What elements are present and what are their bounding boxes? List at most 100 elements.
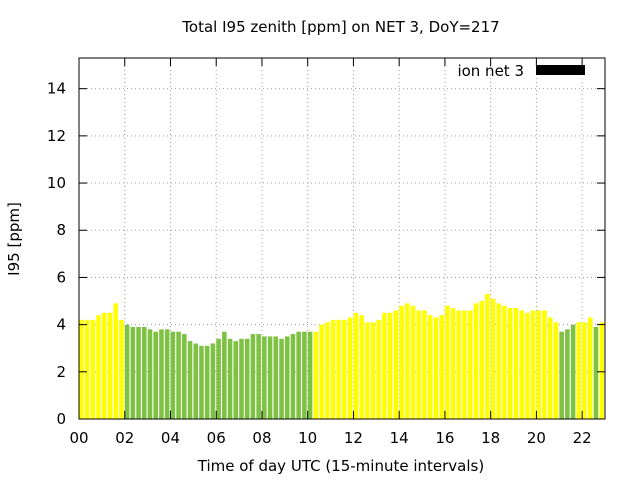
bar (427, 315, 433, 419)
bar (593, 326, 599, 419)
x-tick-label: 06 (207, 429, 226, 447)
bar (467, 310, 473, 419)
bar (536, 310, 542, 419)
bar (244, 338, 250, 419)
bar (353, 312, 359, 419)
bar (222, 331, 227, 419)
bar (382, 312, 387, 419)
bar (490, 298, 496, 419)
bar (485, 293, 490, 419)
legend: ion net 3 (457, 62, 585, 80)
chart-title: Total I95 zenith [ppm] on NET 3, DoY=217 (181, 18, 499, 36)
bar (96, 315, 101, 419)
bar (119, 319, 124, 419)
bar (496, 303, 502, 419)
bar (559, 331, 564, 419)
bar (530, 310, 536, 419)
bar (79, 319, 84, 419)
bar (319, 324, 324, 419)
bar (90, 319, 96, 419)
bar (256, 334, 261, 419)
bar (147, 329, 153, 419)
bar (347, 317, 353, 419)
bar (525, 312, 530, 419)
x-tick-label: 14 (390, 429, 409, 447)
bar (176, 331, 181, 419)
bar (262, 336, 267, 419)
y-tick-label: 12 (47, 127, 66, 145)
x-tick-label: 12 (344, 429, 363, 447)
y-tick-label: 2 (56, 363, 66, 381)
bar (313, 331, 319, 419)
bar (159, 329, 164, 419)
bar (182, 334, 187, 419)
bar (370, 322, 376, 419)
y-tick-label: 4 (56, 316, 66, 334)
bar (513, 308, 519, 419)
bar (164, 329, 170, 419)
y-tick-label: 6 (56, 268, 66, 286)
bar (124, 324, 130, 419)
y-axis-label: I95 [ppm] (5, 202, 23, 276)
bar (216, 338, 221, 419)
bar (405, 303, 410, 419)
bar (107, 312, 113, 419)
bar (296, 331, 301, 419)
x-tick-label: 04 (161, 429, 180, 447)
bar (359, 315, 364, 419)
bar (113, 303, 118, 419)
bar (84, 319, 90, 419)
bar (239, 338, 244, 419)
bar (336, 319, 341, 419)
bar (479, 301, 484, 419)
bar (153, 331, 159, 419)
bar (553, 322, 559, 419)
bar (273, 336, 279, 419)
bar (342, 319, 347, 419)
bar (422, 310, 427, 419)
bar (193, 343, 199, 419)
bar (136, 326, 141, 419)
bar (364, 322, 370, 419)
bar (290, 334, 296, 419)
x-tick-label: 22 (573, 429, 592, 447)
bar (416, 310, 422, 419)
bar (582, 322, 587, 419)
bar (445, 305, 450, 419)
bar (233, 341, 239, 419)
x-tick-label: 20 (527, 429, 546, 447)
bar (399, 305, 404, 419)
legend-swatch (536, 65, 585, 75)
bar (456, 310, 462, 419)
bar (279, 338, 284, 419)
bar (324, 322, 330, 419)
bar (267, 336, 273, 419)
bar (450, 308, 456, 419)
bar (210, 343, 216, 419)
bar (130, 326, 136, 419)
bar (101, 312, 107, 419)
legend-label: ion net 3 (457, 62, 524, 80)
bar (376, 319, 381, 419)
bar (547, 317, 553, 419)
bar (433, 317, 439, 419)
bar (507, 308, 513, 419)
bar (587, 317, 593, 419)
bar (462, 310, 467, 419)
x-tick-label: 18 (481, 429, 500, 447)
y-tick-label: 10 (47, 174, 66, 192)
bar (542, 310, 547, 419)
bar (307, 331, 313, 419)
bar (502, 305, 507, 419)
x-tick-label: 08 (252, 429, 271, 447)
bar (599, 322, 604, 419)
bar (302, 331, 307, 419)
y-tick-label: 14 (47, 80, 66, 98)
bar (250, 334, 256, 419)
x-tick-label: 02 (115, 429, 134, 447)
bar (204, 345, 210, 419)
bars (79, 293, 604, 419)
plot-frame (78, 57, 606, 420)
